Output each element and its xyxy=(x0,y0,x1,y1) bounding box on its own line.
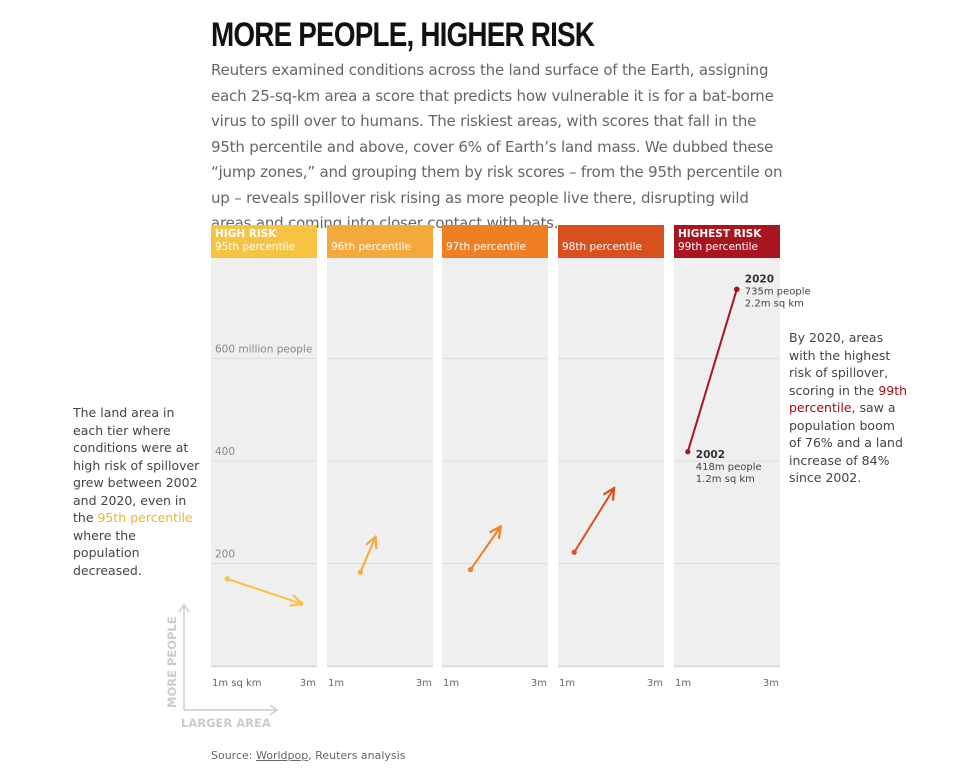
right-annotation: By 2020, areas with the highest risk of … xyxy=(789,329,909,487)
point-2002 xyxy=(571,549,577,555)
x-tick-label-max: 3m xyxy=(416,678,432,689)
y-tick-label: 400 xyxy=(215,446,235,458)
panel-header-97: 97th percentile xyxy=(442,225,548,258)
source-link[interactable]: Worldpop xyxy=(255,749,309,762)
legend-x-label: LARGER AREA xyxy=(181,716,271,730)
source-line: Source: Worldpop, Reuters analysis xyxy=(211,749,405,762)
percentile-label: 96th percentile xyxy=(331,241,411,253)
intro-paragraph: Reuters examined conditions across the l… xyxy=(211,61,783,232)
x-tick-label-min: 1m xyxy=(559,678,575,689)
panel-bg-97 xyxy=(442,258,548,668)
percentile-label: 95th percentile xyxy=(215,241,295,253)
point-2002 xyxy=(467,567,474,573)
label-2020-population: 735m people xyxy=(745,286,811,297)
series-line-99th-percentile xyxy=(686,289,738,453)
y-tick-label: 600 million people xyxy=(215,344,312,356)
x-tick-label-min: 1m xyxy=(443,678,459,689)
page-title: MORE PEOPLE, HIGHER RISK xyxy=(211,16,595,54)
label-2002-population: 418m people xyxy=(696,462,762,473)
x-tick-label-max: 3m xyxy=(531,678,547,689)
left-annotation: The land area in each tier where conditi… xyxy=(73,404,201,579)
panel-header-96: 96th percentile xyxy=(327,225,433,258)
label-2002-year: 2002 xyxy=(696,449,725,461)
source-prefix: Source: xyxy=(211,749,256,762)
series-line-97th-percentile xyxy=(469,528,500,571)
panel-header-95: HIGH RISK 95th percentile xyxy=(211,225,317,258)
series-line-96th-percentile xyxy=(359,538,375,573)
panel-header-98: 98th percentile xyxy=(558,225,664,258)
tier-label: HIGH RISK xyxy=(215,228,277,240)
label-2020-area: 2.2m sq km xyxy=(745,298,804,309)
legend-y-label: MORE PEOPLE xyxy=(165,616,179,708)
x-tick-label-max: 3m xyxy=(647,678,663,689)
percentile-label: 97th percentile xyxy=(446,241,526,253)
legend-x-arrow xyxy=(269,704,279,716)
point-2020 xyxy=(734,286,740,293)
label-2002-area: 1.2m sq km xyxy=(696,474,755,485)
legend-y-arrow xyxy=(178,603,190,613)
right-annotation-text: By 2020, areas with the highest risk of … xyxy=(789,330,891,398)
point-2020 xyxy=(298,600,304,607)
x-tick-label-min: 1m xyxy=(675,678,691,689)
series-line-95th-percentile xyxy=(226,577,301,604)
tier-label: HIGHEST RISK xyxy=(678,228,762,240)
left-annotation-text: The land area in each tier where conditi… xyxy=(73,405,200,525)
panel-bg-98 xyxy=(558,258,664,668)
source-suffix: , Reuters analysis xyxy=(308,749,406,762)
right-annotation-highlight: 99th percentile xyxy=(789,382,908,416)
point-2002 xyxy=(224,576,230,582)
right-annotation-text-end: , saw a population boom of 76% and a lan… xyxy=(789,400,903,485)
percentile-label: 99th percentile xyxy=(678,241,758,253)
point-2002 xyxy=(685,449,691,455)
point-2002 xyxy=(357,569,363,575)
panel-header-99: HIGHEST RISK 99th percentile xyxy=(674,225,780,258)
x-tick-label-min: 1m sq km xyxy=(212,678,262,689)
panel-bg-96 xyxy=(327,258,433,668)
x-tick-label-max: 3m xyxy=(763,678,779,689)
y-tick-label: 200 xyxy=(215,549,235,561)
left-annotation-text-end: where the population decreased. xyxy=(73,527,142,578)
label-2020-year: 2020 xyxy=(745,273,774,285)
panel-bg-99 xyxy=(674,258,780,668)
percentile-label: 98th percentile xyxy=(562,241,642,253)
x-tick-label-max: 3m xyxy=(300,678,316,689)
left-annotation-highlight: 95th percentile xyxy=(97,510,193,525)
x-tick-label-min: 1m xyxy=(328,678,344,689)
series-line-98th-percentile xyxy=(573,489,613,553)
